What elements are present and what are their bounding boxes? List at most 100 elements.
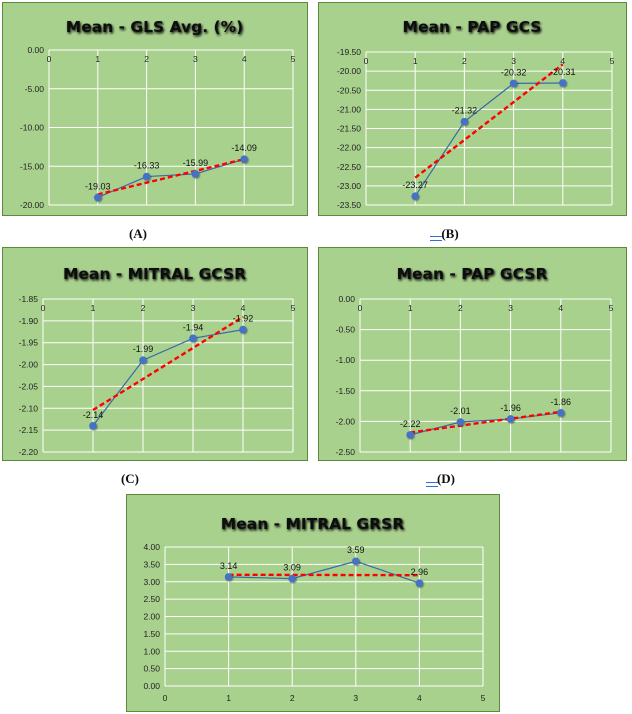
data-point (94, 193, 102, 202)
chart-b: Mean - PAP GCS -19.50 -20.00 -20.50 -21.00 -2… (318, 2, 627, 216)
data-point (411, 192, 419, 201)
data-label: -14.09 (231, 143, 257, 153)
caption-b-link-marker (430, 236, 442, 241)
series-line (228, 560, 420, 584)
x-tick-label: 3 (353, 693, 358, 703)
x-tick-label: 2 (462, 56, 467, 66)
y-tick-label: -2.10 (19, 403, 39, 413)
series-line (414, 82, 563, 197)
x-tick-label: 0 (47, 54, 52, 64)
y-tick-label: 2.00 (143, 612, 160, 622)
x-tick-label: 4 (560, 56, 565, 66)
data-point (239, 325, 247, 334)
data-point (406, 431, 414, 439)
chart-e-svg: Mean - MITRAL GRSR 4.00 3.50 3.00 2.50 2.00 1.… (143, 515, 485, 703)
chart-title: Mean - PAP GCS (403, 18, 542, 36)
data-label: -1.94 (183, 322, 204, 332)
chart-d-svg: Mean - PAP GCSR 0.00 -0.50 -1.00 -1.50 -2.00 -… (336, 265, 614, 457)
x-tick-label: 5 (291, 54, 296, 64)
data-point (559, 79, 567, 87)
data-label: -1.86 (551, 397, 572, 407)
chart-a-svg: Mean - GLS Avg. (%) 0.00 -5.00 -10.00 -15.00… (20, 18, 296, 210)
y-tick-label: 0.50 (143, 664, 160, 674)
x-tick-label: 2 (290, 693, 295, 703)
data-label: 2.96 (411, 567, 429, 577)
y-tick-label: -20.00 (337, 66, 361, 76)
trendline (414, 63, 564, 179)
y-tick-label: -19.50 (337, 47, 361, 57)
x-tick-label: 1 (408, 303, 413, 313)
chart-title: Mean - MITRAL GRSR (221, 515, 404, 533)
x-tick-label: 2 (144, 54, 149, 64)
data-label: -21.32 (452, 106, 478, 116)
x-tick-label: 0 (364, 56, 369, 66)
caption-d-link-marker (426, 482, 438, 487)
y-tick-label: -1.95 (19, 338, 39, 348)
y-tick-label: -1.90 (19, 316, 39, 326)
data-point (240, 155, 248, 163)
data-point (142, 172, 151, 181)
data-point (89, 421, 97, 430)
y-tick-label: -20.00 (20, 200, 44, 210)
caption-b: (B) (441, 226, 459, 241)
y-tick-label: -1.50 (336, 386, 356, 396)
y-tick-label: -23.50 (337, 200, 361, 210)
y-tick-label: -21.00 (337, 104, 361, 114)
data-label: -20.31 (550, 67, 576, 77)
y-tick-label: 0.00 (143, 681, 160, 691)
x-tick-label: 3 (508, 303, 513, 313)
y-tick-label: -5.00 (25, 84, 45, 94)
chart-title: Mean - MITRAL GCSR (63, 265, 246, 283)
x-tick-label: 0 (358, 303, 363, 313)
data-point (191, 170, 200, 178)
trendline (92, 315, 244, 412)
y-tick-label: 4.00 (143, 542, 160, 552)
chart-title: Mean - PAP GCSR (397, 265, 548, 283)
trendline (410, 410, 561, 434)
data-label: 3.14 (220, 561, 238, 571)
y-tick-label: -23.00 (337, 181, 361, 191)
x-tick-label: 3 (511, 56, 516, 66)
data-label: -1.99 (133, 344, 154, 354)
chart-a: Mean - GLS Avg. (%) 0.00 -5.00 -10.00 -15.00… (2, 2, 308, 216)
y-tick-label: 1.50 (143, 629, 160, 639)
x-tick-label: 3 (193, 54, 198, 64)
x-tick-label: 1 (226, 693, 231, 703)
caption-c: (C) (120, 471, 140, 486)
data-label: -23.27 (402, 180, 428, 190)
y-tick-label: 0.00 (338, 294, 355, 304)
y-tick-label: -2.00 (336, 416, 356, 426)
chart-d: Mean - PAP GCSR 0.00 -0.50 -1.00 -1.50 -2.00 -… (318, 247, 627, 461)
y-tick-label: 3.50 (143, 559, 160, 569)
x-tick-label: 4 (241, 303, 246, 313)
data-point (415, 579, 424, 587)
x-tick-label: 2 (141, 303, 146, 313)
data-label: -20.32 (501, 67, 527, 77)
y-tick-label: 2.50 (143, 594, 160, 604)
data-label: 3.09 (283, 563, 301, 573)
y-tick-label: 3.00 (143, 577, 160, 587)
data-point (506, 415, 515, 423)
data-label: -19.03 (85, 181, 111, 191)
y-tick-label: -22.50 (337, 162, 361, 172)
x-tick-label: 3 (191, 303, 196, 313)
data-label: -16.33 (134, 161, 160, 171)
x-tick-label: 5 (610, 56, 615, 66)
chart-c-svg: Mean - MITRAL GCSR -1.85 -1.90 -1.95 -2.00 -2… (19, 265, 296, 457)
y-tick-label: -2.15 (19, 425, 39, 435)
chart-b-svg: Mean - PAP GCS -19.50 -20.00 -20.50 -21.00 -2… (337, 18, 615, 210)
chart-e: Mean - MITRAL GRSR 4.00 3.50 3.00 2.50 2.00 1.… (126, 494, 500, 712)
y-tick-label: -20.50 (337, 85, 361, 95)
caption-a: (A) (128, 226, 148, 241)
data-point (456, 418, 465, 426)
data-point (224, 573, 233, 581)
data-point (352, 557, 360, 566)
y-tick-label: 0.00 (27, 45, 44, 55)
series-line (92, 329, 244, 427)
data-label: -1.92 (233, 314, 254, 324)
x-tick-label: 1 (91, 303, 96, 313)
x-tick-label: 4 (242, 54, 247, 64)
y-tick-label: -2.00 (19, 360, 39, 370)
y-tick-label: -2.20 (19, 447, 39, 457)
x-tick-label: 1 (95, 54, 100, 64)
